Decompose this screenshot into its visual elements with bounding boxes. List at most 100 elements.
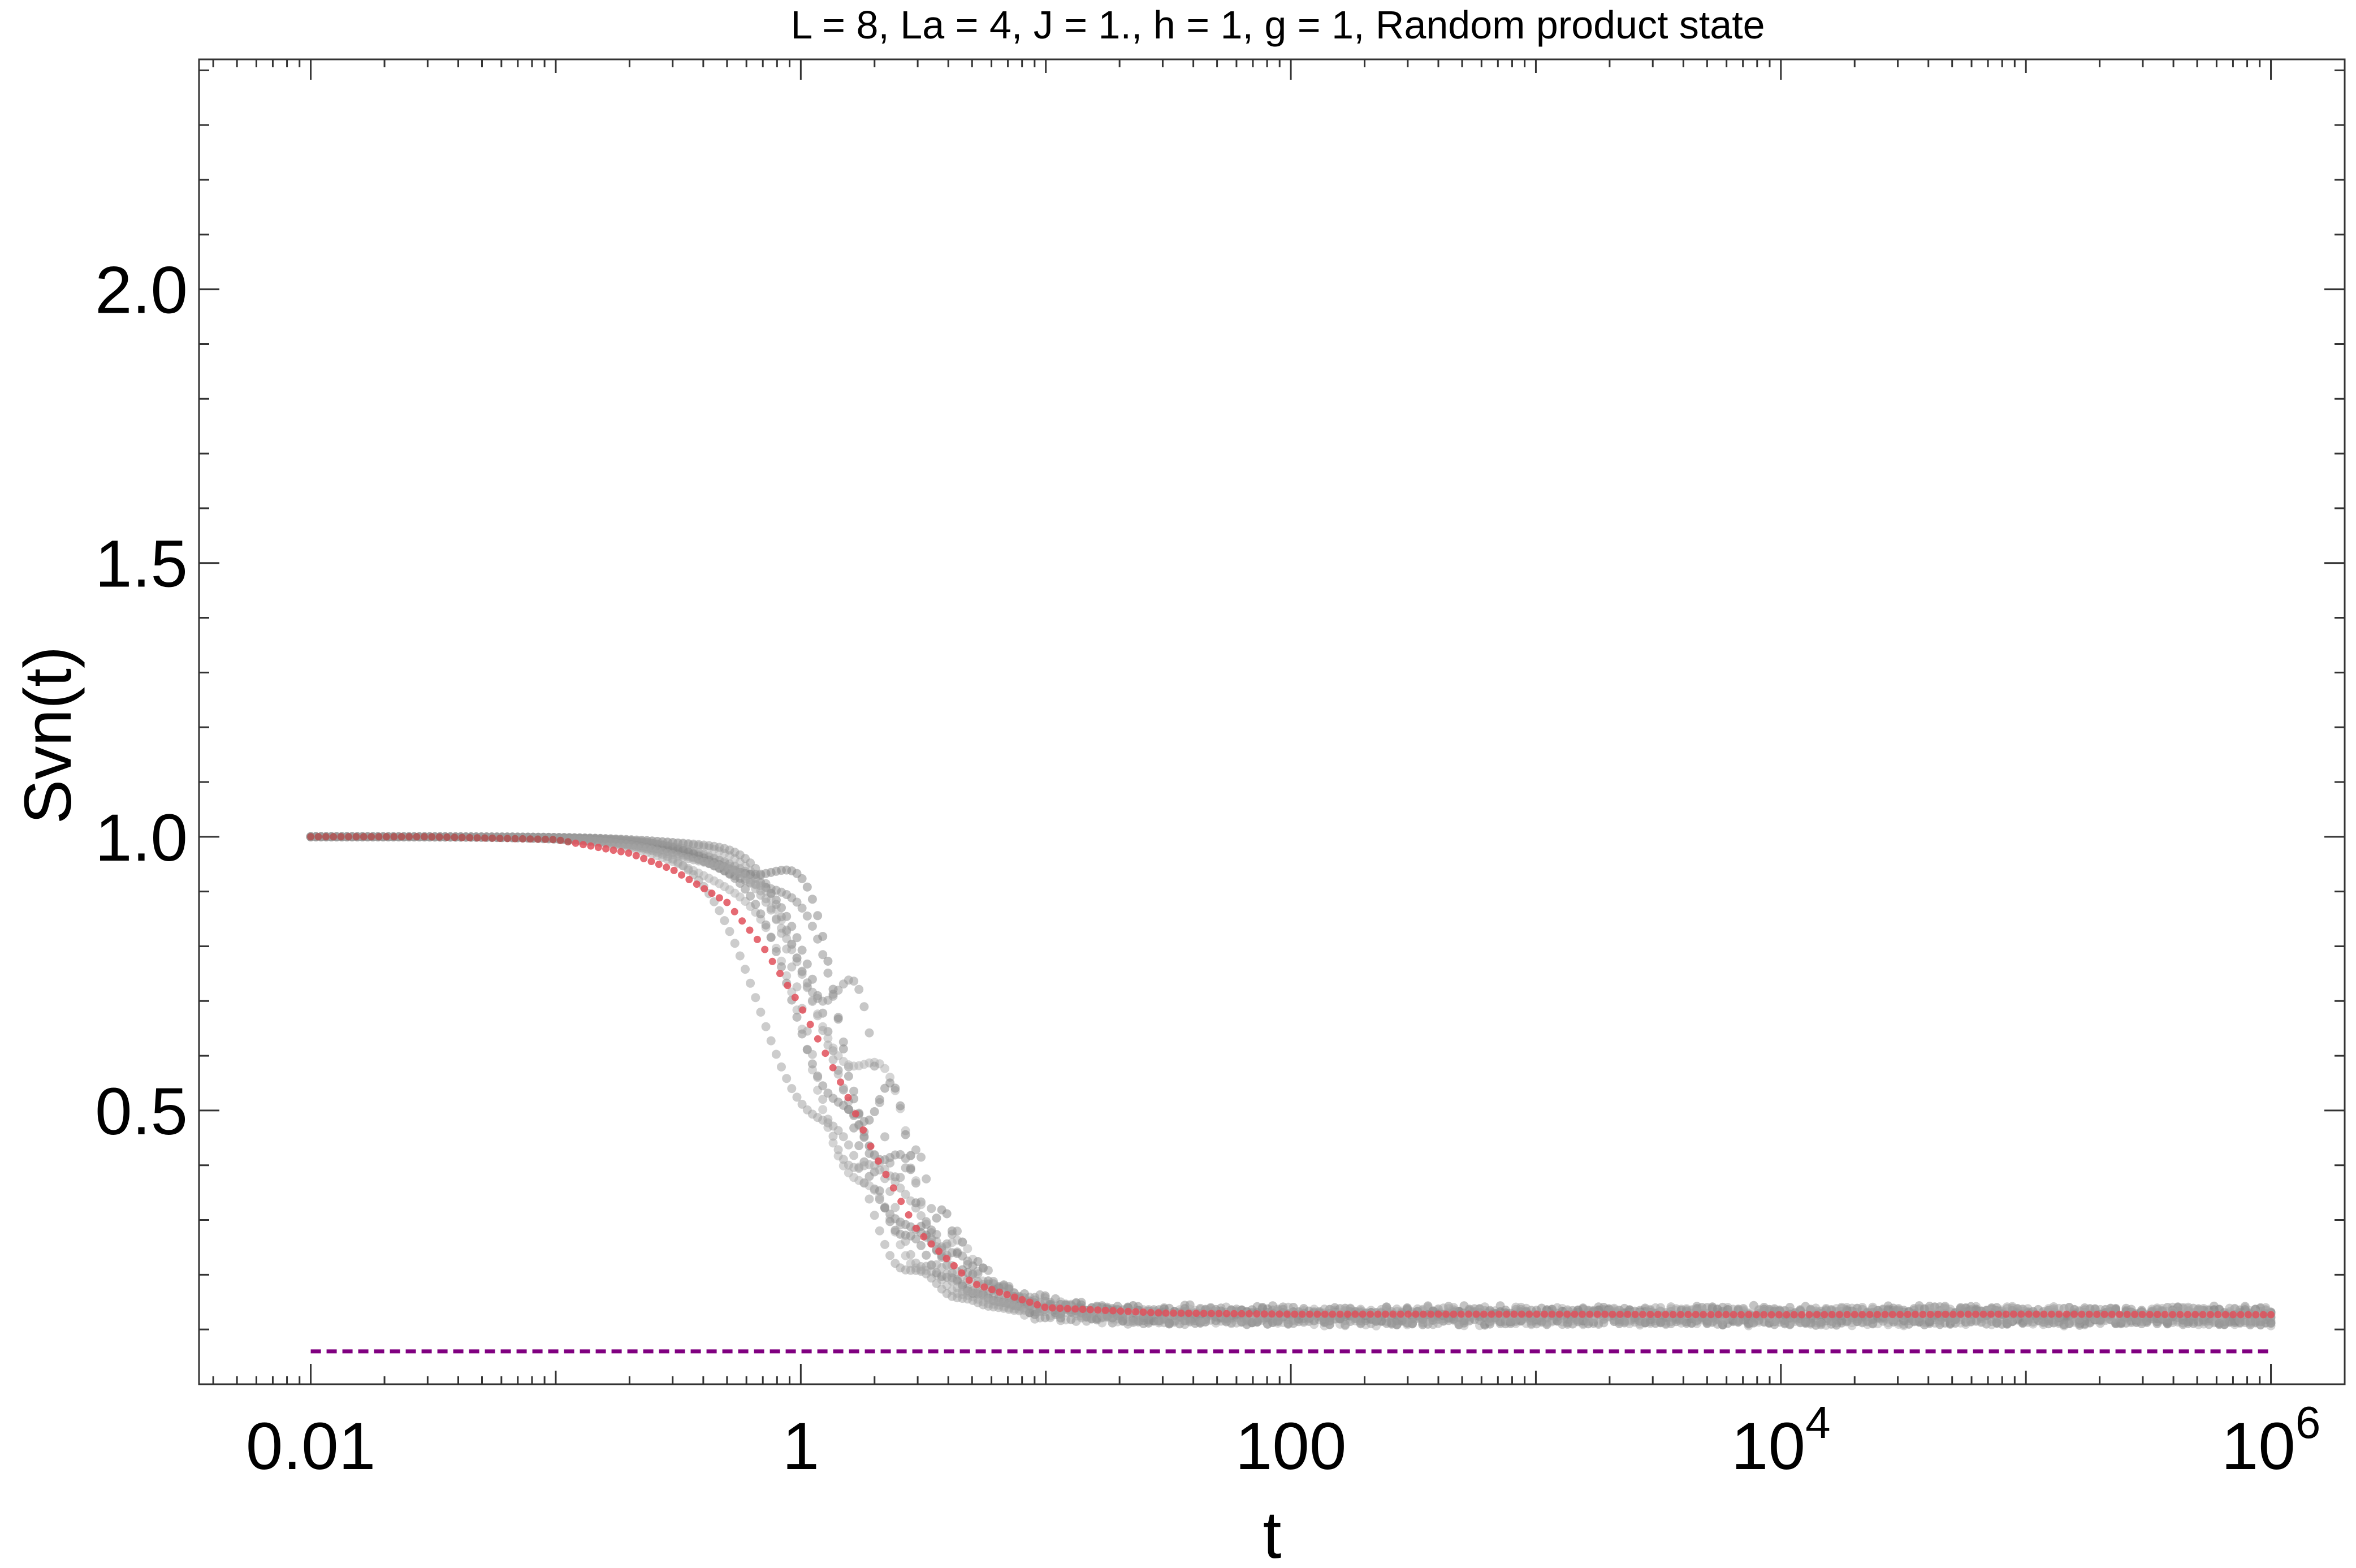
sample-point [942, 1239, 952, 1249]
average-point [2116, 1310, 2124, 1318]
average-point [814, 1035, 822, 1043]
sample-point [1563, 1319, 1572, 1329]
sample-point [813, 911, 823, 921]
average-point [1987, 1310, 1995, 1318]
average-point [1488, 1310, 1495, 1318]
average-point [1654, 1311, 1662, 1319]
average-point [587, 842, 595, 850]
average-point [1457, 1310, 1465, 1318]
average-point [1714, 1311, 1722, 1319]
sample-point [1878, 1316, 1888, 1326]
average-point [2002, 1310, 2010, 1318]
average-point [2259, 1311, 2267, 1319]
sample-point [1770, 1317, 1779, 1327]
sample-point [833, 1145, 843, 1155]
average-point [1472, 1310, 1480, 1318]
sample-point [1495, 1319, 1505, 1328]
sample-point [1656, 1303, 1666, 1312]
sample-point [932, 1213, 941, 1223]
average-point [1427, 1310, 1435, 1318]
sample-point [1620, 1318, 1629, 1327]
sample-point [854, 1120, 864, 1129]
average-point [1972, 1310, 1979, 1318]
sample-point [807, 1049, 817, 1059]
sample-point [771, 1049, 781, 1059]
average-point [1245, 1310, 1253, 1318]
sample-point [1640, 1318, 1650, 1327]
sample-point [818, 1081, 828, 1091]
sample-point [1356, 1318, 1365, 1328]
average-point [882, 1170, 890, 1178]
average-point [564, 838, 572, 846]
average-point [1586, 1310, 1594, 1318]
x-tick-label: 104 [1731, 1397, 1831, 1484]
average-point [1048, 1304, 1056, 1312]
average-point [1813, 1311, 1821, 1319]
sample-point [741, 965, 750, 974]
sample-point [787, 939, 797, 949]
average-point [1571, 1310, 1579, 1318]
y-axis-label: Svn(t) [11, 646, 85, 824]
y-tick-label: 2.0 [95, 253, 188, 328]
sample-point [859, 1178, 869, 1188]
axis-ticks [199, 59, 2346, 1384]
average-point [1374, 1310, 1382, 1318]
average-point [1465, 1310, 1473, 1318]
average-point [397, 833, 405, 841]
average-point [556, 836, 564, 844]
x-tick-label: 1 [783, 1409, 820, 1484]
average-point [2146, 1311, 2154, 1319]
sample-point [864, 1115, 874, 1125]
average-point [2100, 1310, 2108, 1318]
average-point [1313, 1310, 1321, 1318]
sample-point [880, 1132, 889, 1142]
sample-point [859, 1002, 869, 1012]
average-point [1624, 1310, 1632, 1318]
average-point [889, 1184, 897, 1192]
average-point [730, 908, 738, 915]
sample-point [818, 1026, 828, 1035]
sample-point [823, 1115, 833, 1124]
average-point [2191, 1311, 2199, 1319]
average-point [640, 854, 648, 862]
sample-point [1780, 1318, 1789, 1328]
average-point [2055, 1310, 2063, 1318]
average-point [1109, 1307, 1117, 1315]
average-point [663, 863, 671, 871]
average-point [701, 885, 708, 893]
average-point [1351, 1310, 1359, 1318]
sample-point [792, 1092, 802, 1102]
average-point [1336, 1310, 1344, 1318]
sample-point [953, 1249, 962, 1258]
average-point [1298, 1310, 1306, 1318]
sample-point [917, 1152, 926, 1162]
sample-point [870, 1107, 879, 1116]
average-point [322, 833, 330, 841]
sample-point [989, 1277, 998, 1286]
average-point [1601, 1310, 1609, 1318]
average-point [1919, 1311, 1927, 1318]
sample-point [833, 1014, 843, 1024]
average-point [1745, 1311, 1753, 1319]
average-point [473, 834, 481, 842]
average-point [776, 970, 784, 978]
average-point [1730, 1311, 1737, 1319]
average-point [1026, 1298, 1034, 1306]
average-point [920, 1233, 928, 1241]
average-point [1821, 1311, 1828, 1319]
average-point [2078, 1310, 2086, 1318]
sample-point [782, 971, 792, 980]
sample-point [802, 912, 812, 921]
average-point [1419, 1310, 1427, 1318]
average-point [489, 834, 496, 842]
average-point [678, 871, 685, 879]
average-point [1404, 1310, 1412, 1318]
sample-point [838, 1155, 848, 1164]
sample-point [1868, 1319, 1878, 1329]
sample-point [849, 977, 859, 986]
sample-point [828, 1138, 838, 1148]
plot-frame [198, 58, 2346, 1385]
sample-point [906, 1151, 915, 1160]
average-point [2237, 1311, 2245, 1319]
sample-point [792, 953, 802, 963]
